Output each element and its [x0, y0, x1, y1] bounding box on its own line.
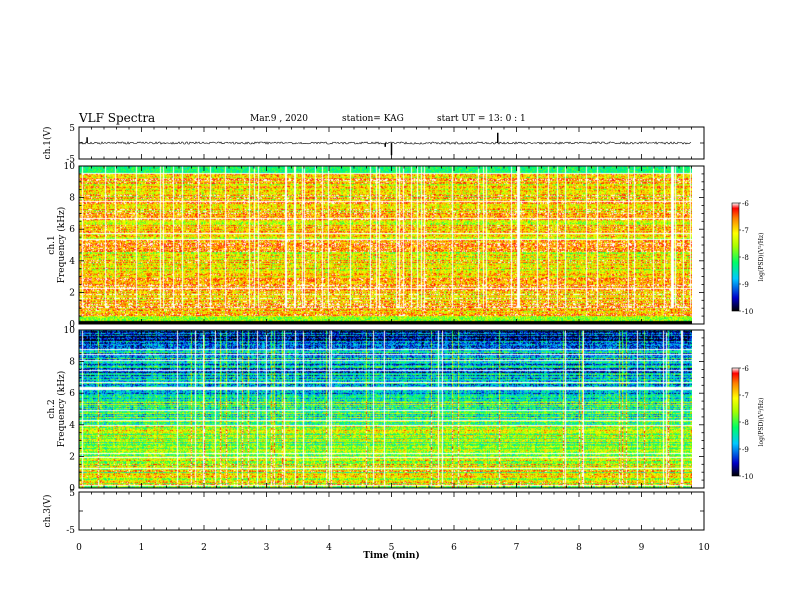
x-tick-label: 7 [514, 543, 520, 553]
y-axis-label: Frequency (kHz) [56, 371, 67, 448]
y-tick-label: 8 [69, 194, 75, 204]
x-tick-label: 6 [451, 543, 457, 553]
y-axis-label: ch.3(V) [42, 495, 53, 528]
y-tick-label: 4 [69, 421, 75, 431]
colorbar-tick-label: -10 [742, 473, 753, 481]
start-time-label: start UT = 13: 0 : 1 [437, 114, 526, 124]
x-tick-label: 2 [201, 543, 207, 553]
y-axis-label: ch.1 [47, 235, 57, 254]
chart-title: VLF Spectra [79, 111, 156, 125]
y-tick-label: 5 [69, 124, 75, 134]
colorbar-tick-label: -9 [742, 281, 749, 289]
y-tick-label: 0 [69, 484, 75, 494]
x-tick-label: 4 [326, 543, 332, 553]
colorbar-tick-label: -7 [742, 227, 749, 235]
x-tick-label: 5 [389, 543, 395, 553]
x-tick-label: 9 [639, 543, 645, 553]
colorbar-label: log(PSD)(V²/Hz) [758, 233, 765, 282]
colorbar-tick-label: -9 [742, 446, 749, 454]
y-tick-label: 10 [64, 162, 76, 172]
y-tick-label: 6 [69, 389, 75, 399]
x-axis-label: Time (min) [363, 550, 420, 561]
colorbar-tick-label: -7 [742, 392, 749, 400]
y-tick-label: 6 [69, 225, 75, 235]
colorbar-tick-label: -8 [742, 254, 749, 262]
y-axis-label: ch.1(V) [42, 127, 53, 160]
y-tick-label: 4 [69, 257, 75, 267]
x-tick-label: 8 [576, 543, 582, 553]
ch1-spectrogram-image [79, 166, 692, 324]
colorbar [731, 202, 740, 312]
y-tick-label: 2 [69, 452, 75, 462]
x-tick-label: 3 [264, 543, 270, 553]
x-tick-label: 1 [139, 543, 145, 553]
y-tick-label: -5 [66, 155, 75, 165]
x-tick-label: 0 [76, 543, 82, 553]
y-tick-label: -5 [66, 526, 75, 536]
y-tick-label: 2 [69, 288, 75, 298]
colorbar-label: log(PSD)(V²/Hz) [758, 398, 765, 447]
panel-frame [78, 491, 705, 531]
y-tick-label: 0 [69, 320, 75, 330]
colorbar-tick-label: -6 [742, 200, 749, 208]
y-tick-label: 8 [69, 358, 75, 368]
colorbar-tick-label: -10 [742, 308, 753, 316]
colorbar-tick-label: -6 [742, 365, 749, 373]
station-label: station= KAG [342, 114, 404, 124]
y-axis-label: Frequency (kHz) [56, 207, 67, 284]
y-axis-label: ch.2 [47, 399, 57, 418]
y-tick-label: 10 [64, 326, 76, 336]
ch2-spectrogram-image [79, 330, 692, 488]
colorbar-tick-label: -8 [742, 419, 749, 427]
y-tick-label: 5 [69, 489, 75, 499]
date-label: Mar.9 , 2020 [250, 114, 308, 124]
colorbar [731, 367, 740, 477]
x-tick-label: 10 [698, 543, 710, 553]
